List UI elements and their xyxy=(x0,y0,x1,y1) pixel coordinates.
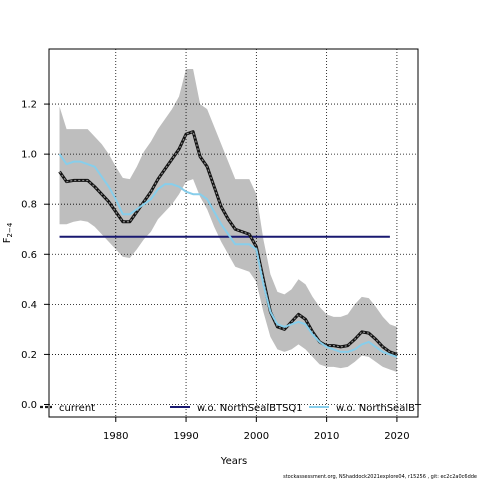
series-layer xyxy=(58,130,398,358)
grid-layer xyxy=(49,49,418,417)
y-tick-label: 0.2 xyxy=(21,350,37,361)
x-axis-label: Years xyxy=(220,456,247,467)
x-tick-label: 2010 xyxy=(314,431,339,442)
y-axis: 0.0 0.2 0.4 0.6 0.8 1.0 1.2 xyxy=(21,100,49,411)
x-tick-label: 1990 xyxy=(173,431,198,442)
y-tick-label: 0.8 xyxy=(21,200,37,211)
plot-frame xyxy=(48,48,419,418)
series-line-wo-northsealbt xyxy=(58,153,398,358)
y-axis-label-main: F xyxy=(2,237,13,243)
y-axis-label: F2−4 xyxy=(2,222,14,243)
legend-label-wo-northsealbt: w.o. NorthSealBT xyxy=(336,403,422,414)
footer-credit: stockassessment.org, NShaddock2021explor… xyxy=(283,474,477,480)
x-tick-label: 1980 xyxy=(103,431,128,442)
x-tick-label: 2000 xyxy=(244,431,269,442)
legend-label-current: current xyxy=(59,403,95,414)
legend: current w.o. NorthSealBTSQ1 w.o. NorthSe… xyxy=(40,403,422,414)
y-tick-label: 1.0 xyxy=(21,150,37,161)
y-tick-label: 0.6 xyxy=(21,250,37,261)
y-tick-label: 0.4 xyxy=(21,300,37,311)
svg-text:F2−4: F2−4 xyxy=(2,222,14,243)
y-tick-label: 1.2 xyxy=(21,100,37,111)
x-axis: 1980 1990 2000 2010 2020 xyxy=(103,417,410,442)
y-axis-label-sub: 2−4 xyxy=(6,222,14,237)
legend-label-wo-northsealbtsq1: w.o. NorthSealBTSQ1 xyxy=(197,403,303,414)
x-tick-label: 2020 xyxy=(384,431,409,442)
series-line-current-dots xyxy=(59,130,398,355)
y-tick-label: 0.0 xyxy=(21,400,37,411)
